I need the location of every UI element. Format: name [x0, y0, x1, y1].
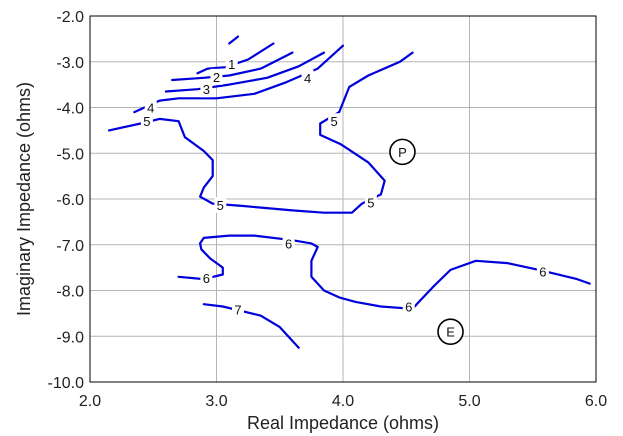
contour-line	[199, 234, 591, 310]
contour-label-background	[214, 196, 227, 213]
contour-label: 1	[228, 57, 235, 72]
contour-label: 6	[285, 236, 292, 251]
contour-label: 4	[304, 71, 311, 86]
contour-label: 6	[539, 264, 546, 279]
contour-label-background	[364, 194, 377, 211]
contour-label-background	[301, 69, 314, 86]
y-tick-label: -7.0	[56, 238, 84, 255]
point-marker-circle	[389, 138, 416, 166]
grid	[90, 16, 596, 382]
y-tick-label: -6.0	[56, 192, 84, 209]
y-tick-label: -8.0	[56, 284, 84, 301]
contour-label-background	[140, 113, 153, 130]
y-tick-label: -5.0	[56, 146, 84, 163]
x-tick-label: 2.0	[79, 393, 101, 410]
contour-line	[196, 42, 275, 75]
contour-line	[171, 51, 294, 82]
contour-label: 7	[234, 303, 241, 318]
contour-label: 5	[331, 114, 338, 129]
contour-label: 4	[147, 101, 154, 116]
contour-line	[228, 35, 240, 45]
contour-label: 3	[203, 82, 210, 97]
point-marker-label: E	[446, 325, 455, 340]
contour-label-background	[232, 301, 245, 318]
contour-label: 6	[203, 271, 210, 286]
x-tick-label: 5.0	[458, 393, 480, 410]
contour-label-background	[282, 235, 295, 252]
y-tick-label: -9.0	[56, 329, 84, 346]
contour-label-background	[536, 263, 549, 280]
contour-label-background	[225, 56, 238, 73]
contour-label-background	[402, 298, 415, 315]
contour-line	[202, 303, 300, 349]
contour-line	[164, 51, 326, 93]
x-tick-label: 6.0	[585, 393, 607, 410]
y-axis-title: Imaginary Impedance (ohms)	[14, 82, 34, 316]
contour-label-background	[200, 270, 213, 287]
y-tick-label: -2.0	[56, 9, 84, 26]
contour-label-background	[144, 99, 157, 116]
contour-label: 2	[213, 70, 220, 85]
x-tick-label: 3.0	[205, 393, 227, 410]
point-markers: PE	[389, 138, 464, 345]
point-marker-label: P	[398, 145, 407, 160]
x-axis-title: Real Impedance (ohms)	[247, 413, 439, 433]
contour-label-background	[328, 113, 341, 130]
contour-label: 5	[367, 196, 374, 211]
contour-label: 5	[217, 198, 224, 213]
y-tick-label: -3.0	[56, 55, 84, 72]
contour-lines	[107, 35, 591, 349]
tick-labels: 2.0 3.0 4.0 5.0 6.0 -2.0 -3.0 -4.0 -5.0 -6.0 -7.0 -…	[48, 9, 608, 410]
y-tick-label: -4.0	[56, 101, 84, 118]
x-tick-label: 4.0	[332, 393, 354, 410]
y-tick-label: -10.0	[48, 375, 85, 392]
contour-label-background	[200, 81, 213, 98]
contour-label-background	[210, 68, 223, 85]
point-marker-circle	[437, 318, 464, 345]
plot-frame	[89, 15, 597, 383]
contour-label: 5	[143, 114, 150, 129]
contour-label: 6	[405, 300, 412, 315]
